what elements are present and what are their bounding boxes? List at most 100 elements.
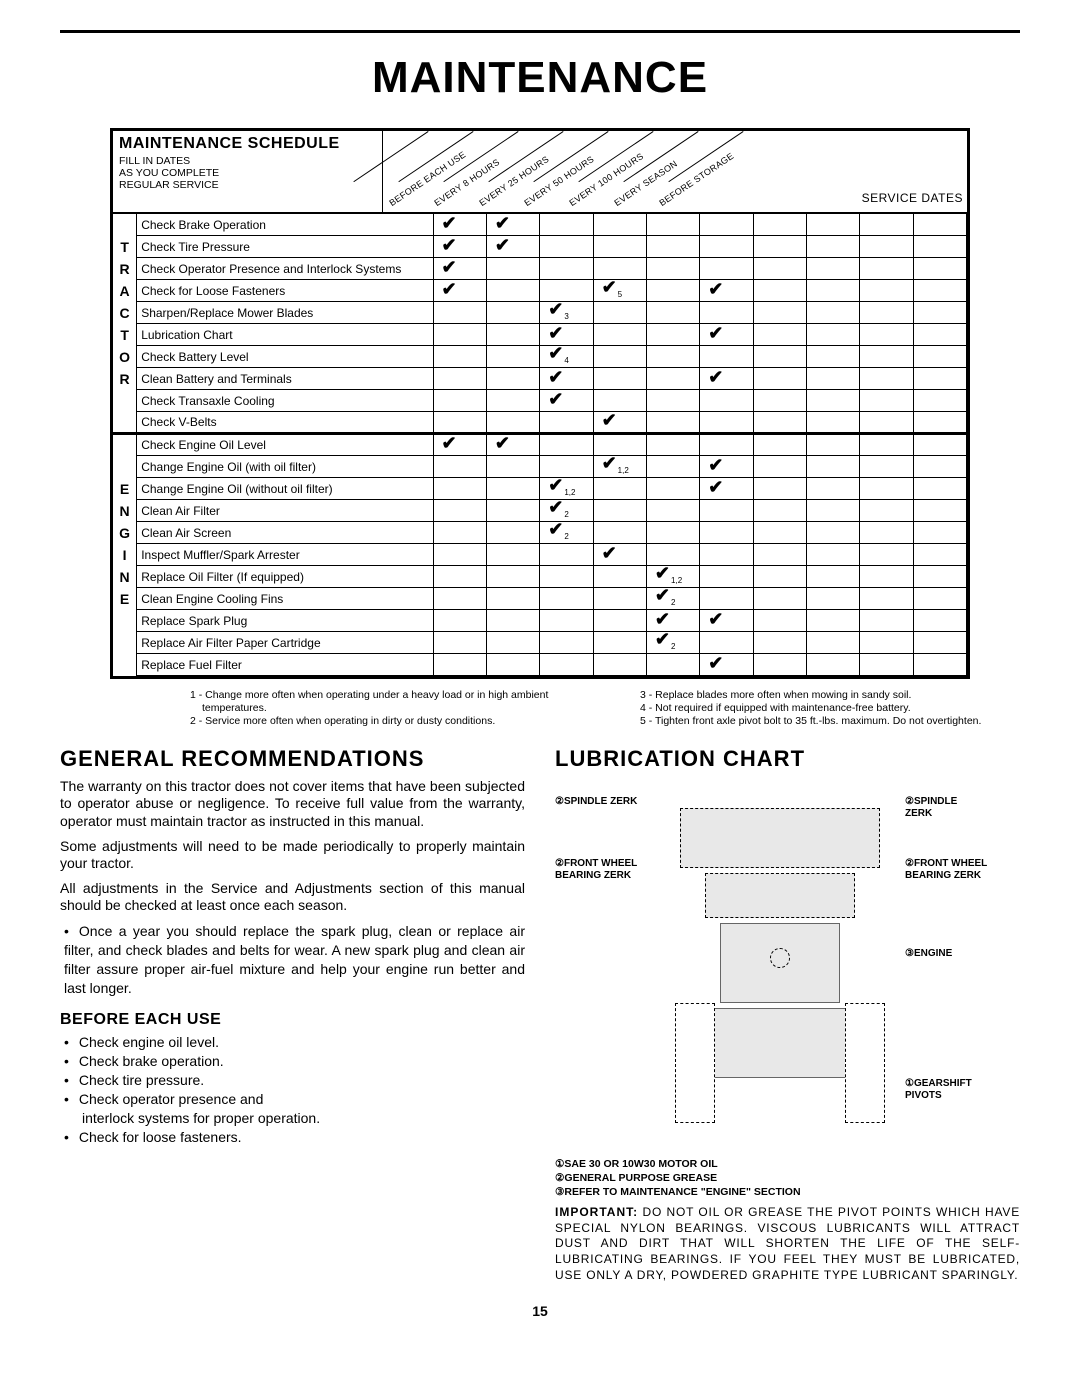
service-date-cell[interactable] bbox=[806, 412, 859, 434]
check-cell: ✔1,2 bbox=[646, 566, 699, 588]
service-date-cell[interactable] bbox=[806, 280, 859, 302]
service-date-cell[interactable] bbox=[860, 544, 913, 566]
service-date-cell[interactable] bbox=[806, 346, 859, 368]
service-date-cell[interactable] bbox=[860, 346, 913, 368]
service-date-cell[interactable] bbox=[913, 500, 966, 522]
service-date-cell[interactable] bbox=[913, 566, 966, 588]
task-cell: Check for Loose Fasteners bbox=[137, 280, 433, 302]
service-date-cell[interactable] bbox=[913, 236, 966, 258]
check-cell bbox=[646, 280, 699, 302]
check-cell: ✔4 bbox=[540, 346, 593, 368]
check-cell bbox=[646, 500, 699, 522]
service-date-cell[interactable] bbox=[806, 236, 859, 258]
lubrication-diagram: ②SPINDLE ZERK ②SPINDLE ZERK ②FRONT WHEEL… bbox=[555, 778, 995, 1148]
check-cell bbox=[753, 522, 806, 544]
check-cell: ✔ bbox=[700, 368, 753, 390]
service-date-cell[interactable] bbox=[806, 302, 859, 324]
service-date-cell[interactable] bbox=[806, 566, 859, 588]
service-date-cell[interactable] bbox=[913, 654, 966, 676]
service-date-cell[interactable] bbox=[860, 280, 913, 302]
footnote: 4 - Not required if equipped with mainte… bbox=[640, 702, 1050, 715]
service-date-cell[interactable] bbox=[913, 412, 966, 434]
service-date-cell[interactable] bbox=[860, 302, 913, 324]
service-date-cell[interactable] bbox=[860, 412, 913, 434]
check-cell: ✔2 bbox=[646, 588, 699, 610]
schedule-footnotes: 1 - Change more often when operating und… bbox=[190, 689, 1050, 728]
service-date-cell[interactable] bbox=[913, 258, 966, 280]
service-date-cell[interactable] bbox=[860, 566, 913, 588]
service-date-cell[interactable] bbox=[860, 434, 913, 456]
check-cell: ✔3 bbox=[540, 302, 593, 324]
service-date-cell[interactable] bbox=[913, 544, 966, 566]
service-date-cell[interactable] bbox=[806, 610, 859, 632]
service-date-cell[interactable] bbox=[913, 302, 966, 324]
check-cell bbox=[753, 544, 806, 566]
check-cell bbox=[753, 632, 806, 654]
check-cell: ✔ bbox=[700, 456, 753, 478]
service-date-cell[interactable] bbox=[913, 324, 966, 346]
check-cell bbox=[700, 588, 753, 610]
service-date-cell[interactable] bbox=[806, 654, 859, 676]
service-date-cell[interactable] bbox=[806, 456, 859, 478]
top-rule bbox=[60, 30, 1020, 33]
service-date-cell[interactable] bbox=[860, 324, 913, 346]
service-date-cell[interactable] bbox=[913, 368, 966, 390]
service-date-cell[interactable] bbox=[913, 214, 966, 236]
service-date-cell[interactable] bbox=[860, 368, 913, 390]
service-date-cell[interactable] bbox=[860, 456, 913, 478]
service-date-cell[interactable] bbox=[913, 456, 966, 478]
check-cell bbox=[700, 566, 753, 588]
service-date-cell[interactable] bbox=[860, 654, 913, 676]
service-date-cell[interactable] bbox=[806, 434, 859, 456]
service-date-cell[interactable] bbox=[860, 258, 913, 280]
service-date-cell[interactable] bbox=[860, 632, 913, 654]
check-cell bbox=[646, 368, 699, 390]
service-date-cell[interactable] bbox=[913, 280, 966, 302]
check-cell bbox=[433, 500, 486, 522]
service-date-cell[interactable] bbox=[806, 478, 859, 500]
service-date-cell[interactable] bbox=[913, 610, 966, 632]
service-date-cell[interactable] bbox=[860, 610, 913, 632]
service-date-cell[interactable] bbox=[806, 588, 859, 610]
footnote: 3 - Replace blades more often when mowin… bbox=[640, 689, 1050, 702]
service-date-cell[interactable] bbox=[913, 434, 966, 456]
service-date-cell[interactable] bbox=[806, 324, 859, 346]
service-date-cell[interactable] bbox=[913, 478, 966, 500]
check-cell bbox=[753, 368, 806, 390]
check-cell bbox=[753, 280, 806, 302]
service-date-cell[interactable] bbox=[860, 500, 913, 522]
check-cell bbox=[433, 368, 486, 390]
service-date-cell[interactable] bbox=[913, 522, 966, 544]
service-date-cell[interactable] bbox=[913, 346, 966, 368]
service-date-cell[interactable] bbox=[806, 368, 859, 390]
task-cell: Check Tire Pressure bbox=[137, 236, 433, 258]
service-date-cell[interactable] bbox=[860, 236, 913, 258]
service-date-cell[interactable] bbox=[806, 258, 859, 280]
service-date-cell[interactable] bbox=[806, 544, 859, 566]
service-date-cell[interactable] bbox=[806, 390, 859, 412]
check-cell bbox=[486, 280, 539, 302]
service-date-cell[interactable] bbox=[806, 632, 859, 654]
check-cell bbox=[486, 522, 539, 544]
service-date-cell[interactable] bbox=[860, 390, 913, 412]
check-cell: ✔1,2 bbox=[593, 456, 646, 478]
service-date-cell[interactable] bbox=[860, 522, 913, 544]
schedule-title: MAINTENANCE SCHEDULE bbox=[119, 135, 376, 153]
check-cell bbox=[700, 258, 753, 280]
task-cell: Replace Oil Filter (If equipped) bbox=[137, 566, 433, 588]
check-cell bbox=[486, 456, 539, 478]
service-date-cell[interactable] bbox=[913, 632, 966, 654]
service-date-cell[interactable] bbox=[806, 500, 859, 522]
check-cell bbox=[486, 478, 539, 500]
service-date-cell[interactable] bbox=[860, 478, 913, 500]
service-date-cell[interactable] bbox=[806, 214, 859, 236]
service-date-cell[interactable] bbox=[806, 522, 859, 544]
service-date-cell[interactable] bbox=[860, 588, 913, 610]
service-date-cell[interactable] bbox=[913, 588, 966, 610]
check-cell bbox=[486, 566, 539, 588]
check-cell bbox=[753, 214, 806, 236]
service-date-cell[interactable] bbox=[860, 214, 913, 236]
check-cell bbox=[593, 390, 646, 412]
check-cell bbox=[486, 588, 539, 610]
service-date-cell[interactable] bbox=[913, 390, 966, 412]
